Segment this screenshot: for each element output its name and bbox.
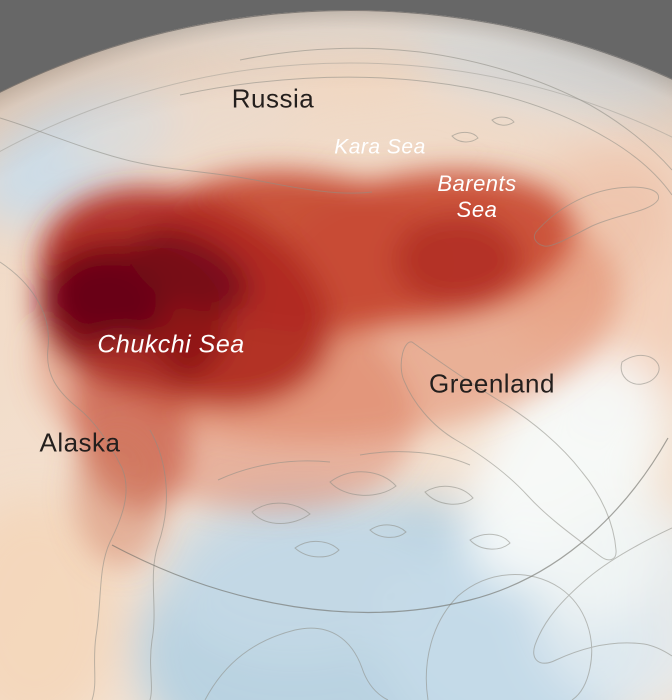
globe-limb-shading bbox=[0, 10, 672, 700]
